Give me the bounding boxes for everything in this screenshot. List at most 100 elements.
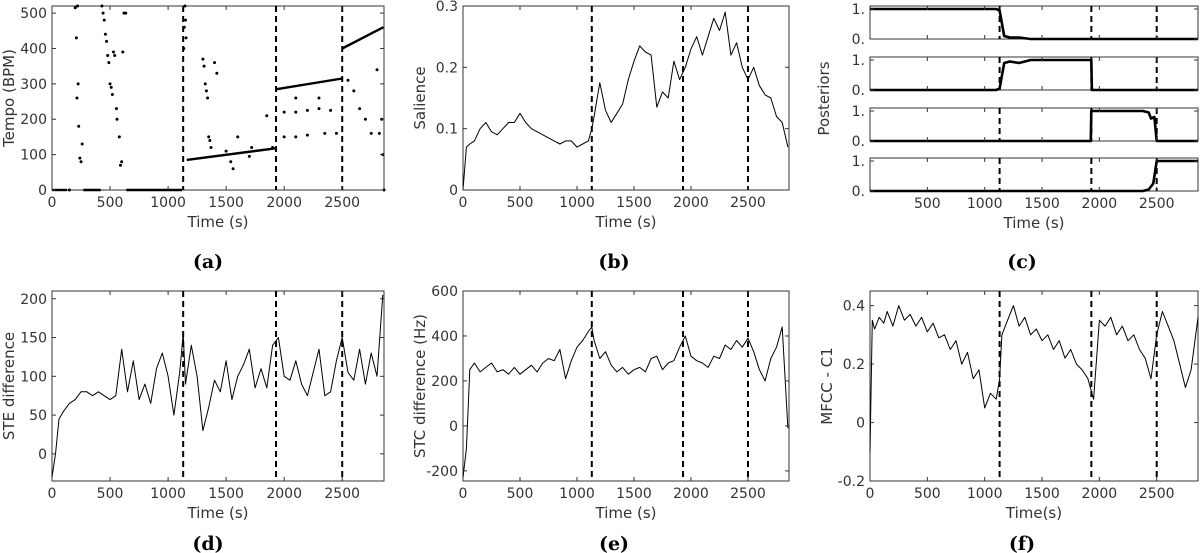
panel-d-frame bbox=[51, 290, 385, 482]
panel-a-tempo-point bbox=[117, 135, 121, 139]
panel-a-tempo-point bbox=[77, 124, 81, 128]
panel-a-tempo-track bbox=[186, 147, 277, 162]
panel-a-tempo-point bbox=[183, 18, 187, 22]
panel-a-tempo-point bbox=[305, 133, 309, 137]
panel-a-tempo-point bbox=[121, 50, 125, 54]
panel-a-tempo-point bbox=[203, 82, 207, 86]
panel-a-tempo-point bbox=[109, 85, 113, 89]
panel-b-series-line bbox=[462, 11, 789, 191]
panel-c-posterior-line bbox=[870, 58, 1198, 92]
panel-c-ytick-label: 1. bbox=[852, 154, 865, 170]
panel-a-xtick-label: 1000 bbox=[150, 195, 186, 211]
panel-a-tempo-point bbox=[236, 135, 240, 139]
panel-f-xtick-label: 1000 bbox=[967, 486, 1003, 502]
panel-a-tempo-point bbox=[100, 4, 104, 8]
panel-a-tempo-point bbox=[204, 89, 208, 93]
panel-a-tempo-point bbox=[250, 146, 254, 150]
panel-a-ylabel: Tempo (BPM) bbox=[0, 49, 18, 148]
panel-c-ytick-label: 0. bbox=[852, 32, 865, 48]
panel-c-ytick-label: 1. bbox=[852, 53, 865, 69]
panel-c-subplot-frame bbox=[869, 5, 1199, 40]
panel-c-ytick-label: 1. bbox=[852, 2, 865, 18]
panel-a-tempo-point bbox=[294, 96, 298, 100]
panel-a-tempo-point bbox=[323, 131, 327, 135]
panel-a-tempo-point bbox=[114, 107, 118, 111]
panel-a-tempo-point bbox=[113, 54, 117, 58]
panel-e-xtick-label: 2500 bbox=[730, 486, 766, 502]
panel-a-tempo-point bbox=[106, 54, 110, 58]
panel-a-tempo-point bbox=[247, 154, 251, 158]
panel-f-xtick-label: 2500 bbox=[1139, 486, 1175, 502]
panel-b-ytick-label: 0.3 bbox=[436, 0, 458, 15]
panel-a-tempo-point bbox=[294, 110, 298, 114]
panel-b-xtick-label: 2000 bbox=[673, 195, 709, 211]
panel-a-tempo-point bbox=[215, 71, 219, 75]
panel-c-subplot-frame bbox=[869, 157, 1199, 192]
panel-d-xtick-label: 1500 bbox=[208, 486, 244, 502]
panel-c-caption: (c) bbox=[1007, 251, 1037, 273]
panel-a-xlabel: Time (s) bbox=[187, 213, 249, 231]
panel-f-ylabel: MFCC - C1 bbox=[818, 347, 836, 424]
panel-a-tempo-point bbox=[377, 131, 381, 135]
panel-a-tempo-point bbox=[183, 4, 187, 8]
panel-e-ytick-label: 0 bbox=[449, 419, 458, 435]
panel-a-tempo-point bbox=[110, 92, 114, 96]
panel-a-tempo-point bbox=[334, 131, 338, 135]
panel-a-xtick-label: 500 bbox=[97, 195, 124, 211]
panel-a-tempo-point bbox=[375, 68, 379, 72]
panel-a-ytick-label: 300 bbox=[20, 77, 47, 93]
panel-f-xlabel: Time(s) bbox=[1005, 504, 1062, 522]
panel-a-tempo-point bbox=[118, 163, 122, 167]
panel-d-ylabel: STE difference bbox=[0, 332, 18, 440]
panel-a-tempo-point bbox=[265, 114, 269, 118]
panel-f-xtick-label: 500 bbox=[914, 486, 941, 502]
panel-b-xtick-label: 1500 bbox=[616, 195, 652, 211]
panel-d-xtick-label: 0 bbox=[48, 486, 57, 502]
panel-a-tempo-point bbox=[102, 18, 106, 22]
panel-a-tempo-point bbox=[76, 4, 80, 8]
panel-a-tempo-track bbox=[276, 77, 343, 91]
panel-a-tempo-point bbox=[67, 188, 71, 192]
panel-d-ytick-label: 150 bbox=[20, 331, 47, 347]
panel-f-caption: (f) bbox=[1009, 533, 1035, 553]
panel-a-tempo-point bbox=[73, 6, 77, 10]
panel-c-ylabel: Posteriors bbox=[815, 61, 833, 135]
panel-c-xtick-label: 500 bbox=[914, 196, 941, 212]
panel-e-xtick-label: 2000 bbox=[673, 486, 709, 502]
panel-c-posterior-line bbox=[870, 7, 1198, 41]
panel-d-xlabel: Time (s) bbox=[187, 504, 249, 522]
panel-a-tempo-point bbox=[346, 78, 350, 82]
panel-a-tempo-point bbox=[202, 64, 206, 68]
panel-a-ytick-label: 100 bbox=[20, 148, 47, 164]
panel-a-tempo-point bbox=[213, 61, 217, 65]
panel-c-xlabel: Time (s) bbox=[1003, 214, 1065, 232]
panel-e-xlabel: Time (s) bbox=[595, 504, 657, 522]
panel-a-ytick-label: 200 bbox=[20, 112, 47, 128]
panel-d-xtick-label: 1000 bbox=[150, 486, 186, 502]
panel-a-tempo-point bbox=[305, 108, 309, 112]
panel-a-tempo-point bbox=[271, 146, 275, 150]
panel-a-tempo-point bbox=[108, 82, 112, 86]
panel-a-tempo-point bbox=[231, 167, 235, 171]
panel-a-tempo-point bbox=[282, 135, 286, 139]
panel-b-xtick-label: 0 bbox=[459, 195, 468, 211]
panel-f-xtick-label: 2000 bbox=[1082, 486, 1118, 502]
panel-c-ytick-label: 0. bbox=[852, 134, 865, 150]
panel-a-tempo-point bbox=[282, 110, 286, 114]
panel-a-tempo-point bbox=[103, 32, 107, 36]
panel-f-ytick-label: 0.2 bbox=[843, 357, 865, 373]
panel-d-ytick-label: 0 bbox=[38, 447, 47, 463]
panel-c-ytick-label: 1. bbox=[852, 104, 865, 120]
panel-b-ytick-label: 0.2 bbox=[436, 60, 458, 76]
panel-a-ytick-label: 500 bbox=[20, 6, 47, 22]
panel-a-xtick-label: 2000 bbox=[266, 195, 302, 211]
panel-a-xtick-label: 1500 bbox=[208, 195, 244, 211]
panel-e-caption: (e) bbox=[599, 533, 629, 553]
panel-c-xtick-label: 1000 bbox=[967, 196, 1003, 212]
panel-a-tempo-point bbox=[229, 160, 233, 164]
panel-a-tempo-point bbox=[120, 160, 124, 164]
panel-a-caption: (a) bbox=[193, 251, 223, 273]
panel-b-ytick-label: 0 bbox=[449, 183, 458, 199]
panel-a-tempo-point bbox=[209, 146, 213, 150]
